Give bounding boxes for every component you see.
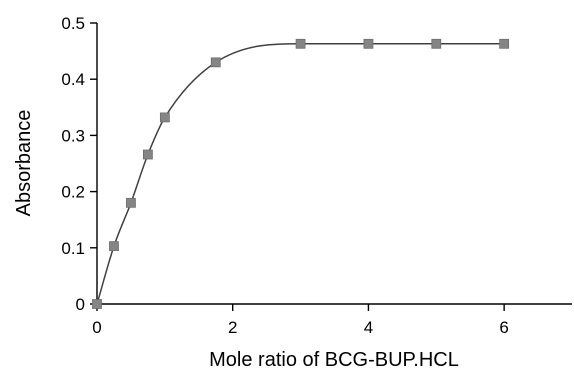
data-point <box>92 299 102 309</box>
y-tick-label: 0.4 <box>61 70 85 89</box>
data-point <box>210 57 221 68</box>
data-point <box>499 38 510 49</box>
data-point <box>142 149 153 160</box>
data-point <box>159 112 170 123</box>
data-point <box>109 241 119 252</box>
data-point <box>126 197 136 208</box>
x-ticks: 0 2 4 6 <box>92 304 509 337</box>
y-axis-title: Absorbance <box>13 110 35 217</box>
y-tick-label: 0.3 <box>61 126 85 145</box>
y-tick-label: 0 <box>76 295 85 314</box>
y-ticks: 0 0.1 0.2 0.3 0.4 0.5 <box>61 14 97 314</box>
axes <box>96 23 572 305</box>
data-markers <box>92 38 510 309</box>
y-tick-label: 0.2 <box>61 183 85 202</box>
x-tick-label: 6 <box>499 318 508 337</box>
data-point <box>295 38 306 49</box>
y-tick-label: 0.5 <box>61 14 85 33</box>
data-point <box>363 38 374 49</box>
data-point <box>431 38 442 49</box>
fitted-curve <box>96 43 505 305</box>
x-axis-title: Mole ratio of BCG-BUP.HCL <box>209 349 459 371</box>
y-tick-label: 0.1 <box>61 239 85 258</box>
x-tick-label: 4 <box>364 318 373 337</box>
x-tick-label: 2 <box>228 318 237 337</box>
x-tick-label: 0 <box>92 318 101 337</box>
